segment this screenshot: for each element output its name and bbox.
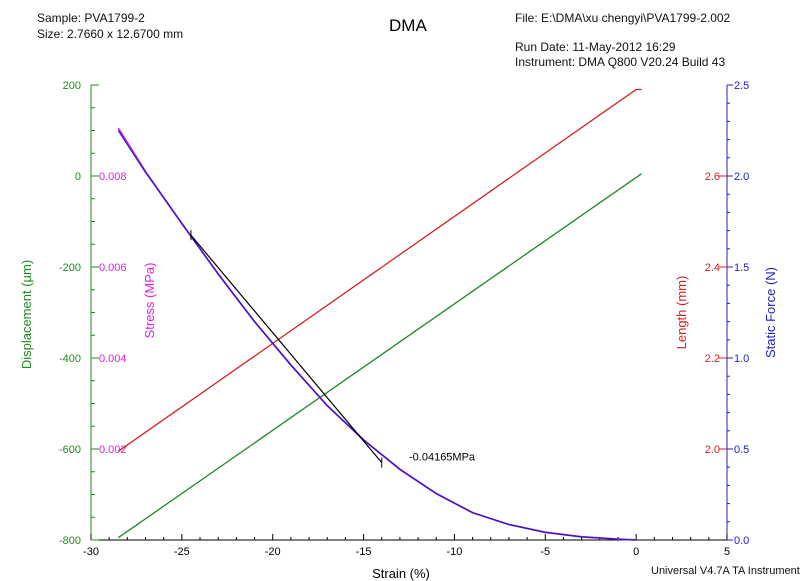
chart-title: DMA xyxy=(389,16,427,35)
length-series-line xyxy=(117,88,642,452)
x-tick-label: 0 xyxy=(633,546,639,558)
stress-tick-label: 0.004 xyxy=(99,353,127,365)
x-tick-label: -5 xyxy=(540,546,550,558)
length-tick-label: 2.4 xyxy=(705,262,720,274)
displacement-tick-label: -400 xyxy=(59,353,81,365)
stress-tick-label: 0.008 xyxy=(99,171,127,183)
displacement-series-line xyxy=(117,173,642,539)
file-label: File: E:\DMA\xu chengyi\PVA1799-2.002 xyxy=(515,11,731,25)
static-force-tick-label: 2.0 xyxy=(734,171,749,183)
length-tick-label: 2.0 xyxy=(705,444,720,456)
x-tick-label: -20 xyxy=(265,546,281,558)
footer-label: Universal V4.7A TA Instruments xyxy=(651,565,800,577)
sample-label: Sample: PVA1799-2 xyxy=(37,11,145,25)
displacement-tick-label: -600 xyxy=(59,444,81,456)
slope-annotation: -0.04165MPa xyxy=(409,451,476,463)
instrument-label: Instrument: DMA Q800 V20.24 Build 43 xyxy=(515,55,726,69)
x-tick-label: -10 xyxy=(446,546,462,558)
displacement-tick-label: -200 xyxy=(59,262,81,274)
x-axis-title: Strain (%) xyxy=(372,566,430,581)
length-axis-title: Length (mm) xyxy=(674,276,689,350)
static-force-axis-title: Static Force (N) xyxy=(763,267,778,358)
x-tick-label: -15 xyxy=(356,546,372,558)
stress-tick-label: 0.006 xyxy=(99,262,127,274)
length-tick-label: 2.6 xyxy=(705,171,720,183)
static_force-series-line xyxy=(117,130,637,541)
x-tick-label: -30 xyxy=(83,546,99,558)
displacement-tick-label: -800 xyxy=(59,535,81,547)
stress-tick-label: 0.002 xyxy=(99,444,127,456)
stress-series-line xyxy=(117,127,637,541)
displacement-tick-label: 200 xyxy=(63,80,81,92)
x-tick-label: 5 xyxy=(724,546,730,558)
static-force-tick-label: 1.0 xyxy=(734,353,749,365)
static-force-tick-label: 0.0 xyxy=(734,535,749,547)
static-force-tick-label: 2.5 xyxy=(734,80,749,92)
static-force-tick-label: 1.5 xyxy=(734,262,749,274)
tangent-line xyxy=(190,234,383,464)
run-date-label: Run Date: 11-May-2012 16:29 xyxy=(515,40,676,54)
displacement-tick-label: 0 xyxy=(75,171,81,183)
stress-axis-title: Stress (MPa) xyxy=(142,263,157,339)
length-tick-label: 2.2 xyxy=(705,353,720,365)
size-label: Size: 2.7660 x 12.6700 mm xyxy=(37,27,184,41)
displacement-axis-title: Displacement (µm) xyxy=(19,260,34,369)
static-force-tick-label: 0.5 xyxy=(734,444,749,456)
x-tick-label: -25 xyxy=(174,546,190,558)
